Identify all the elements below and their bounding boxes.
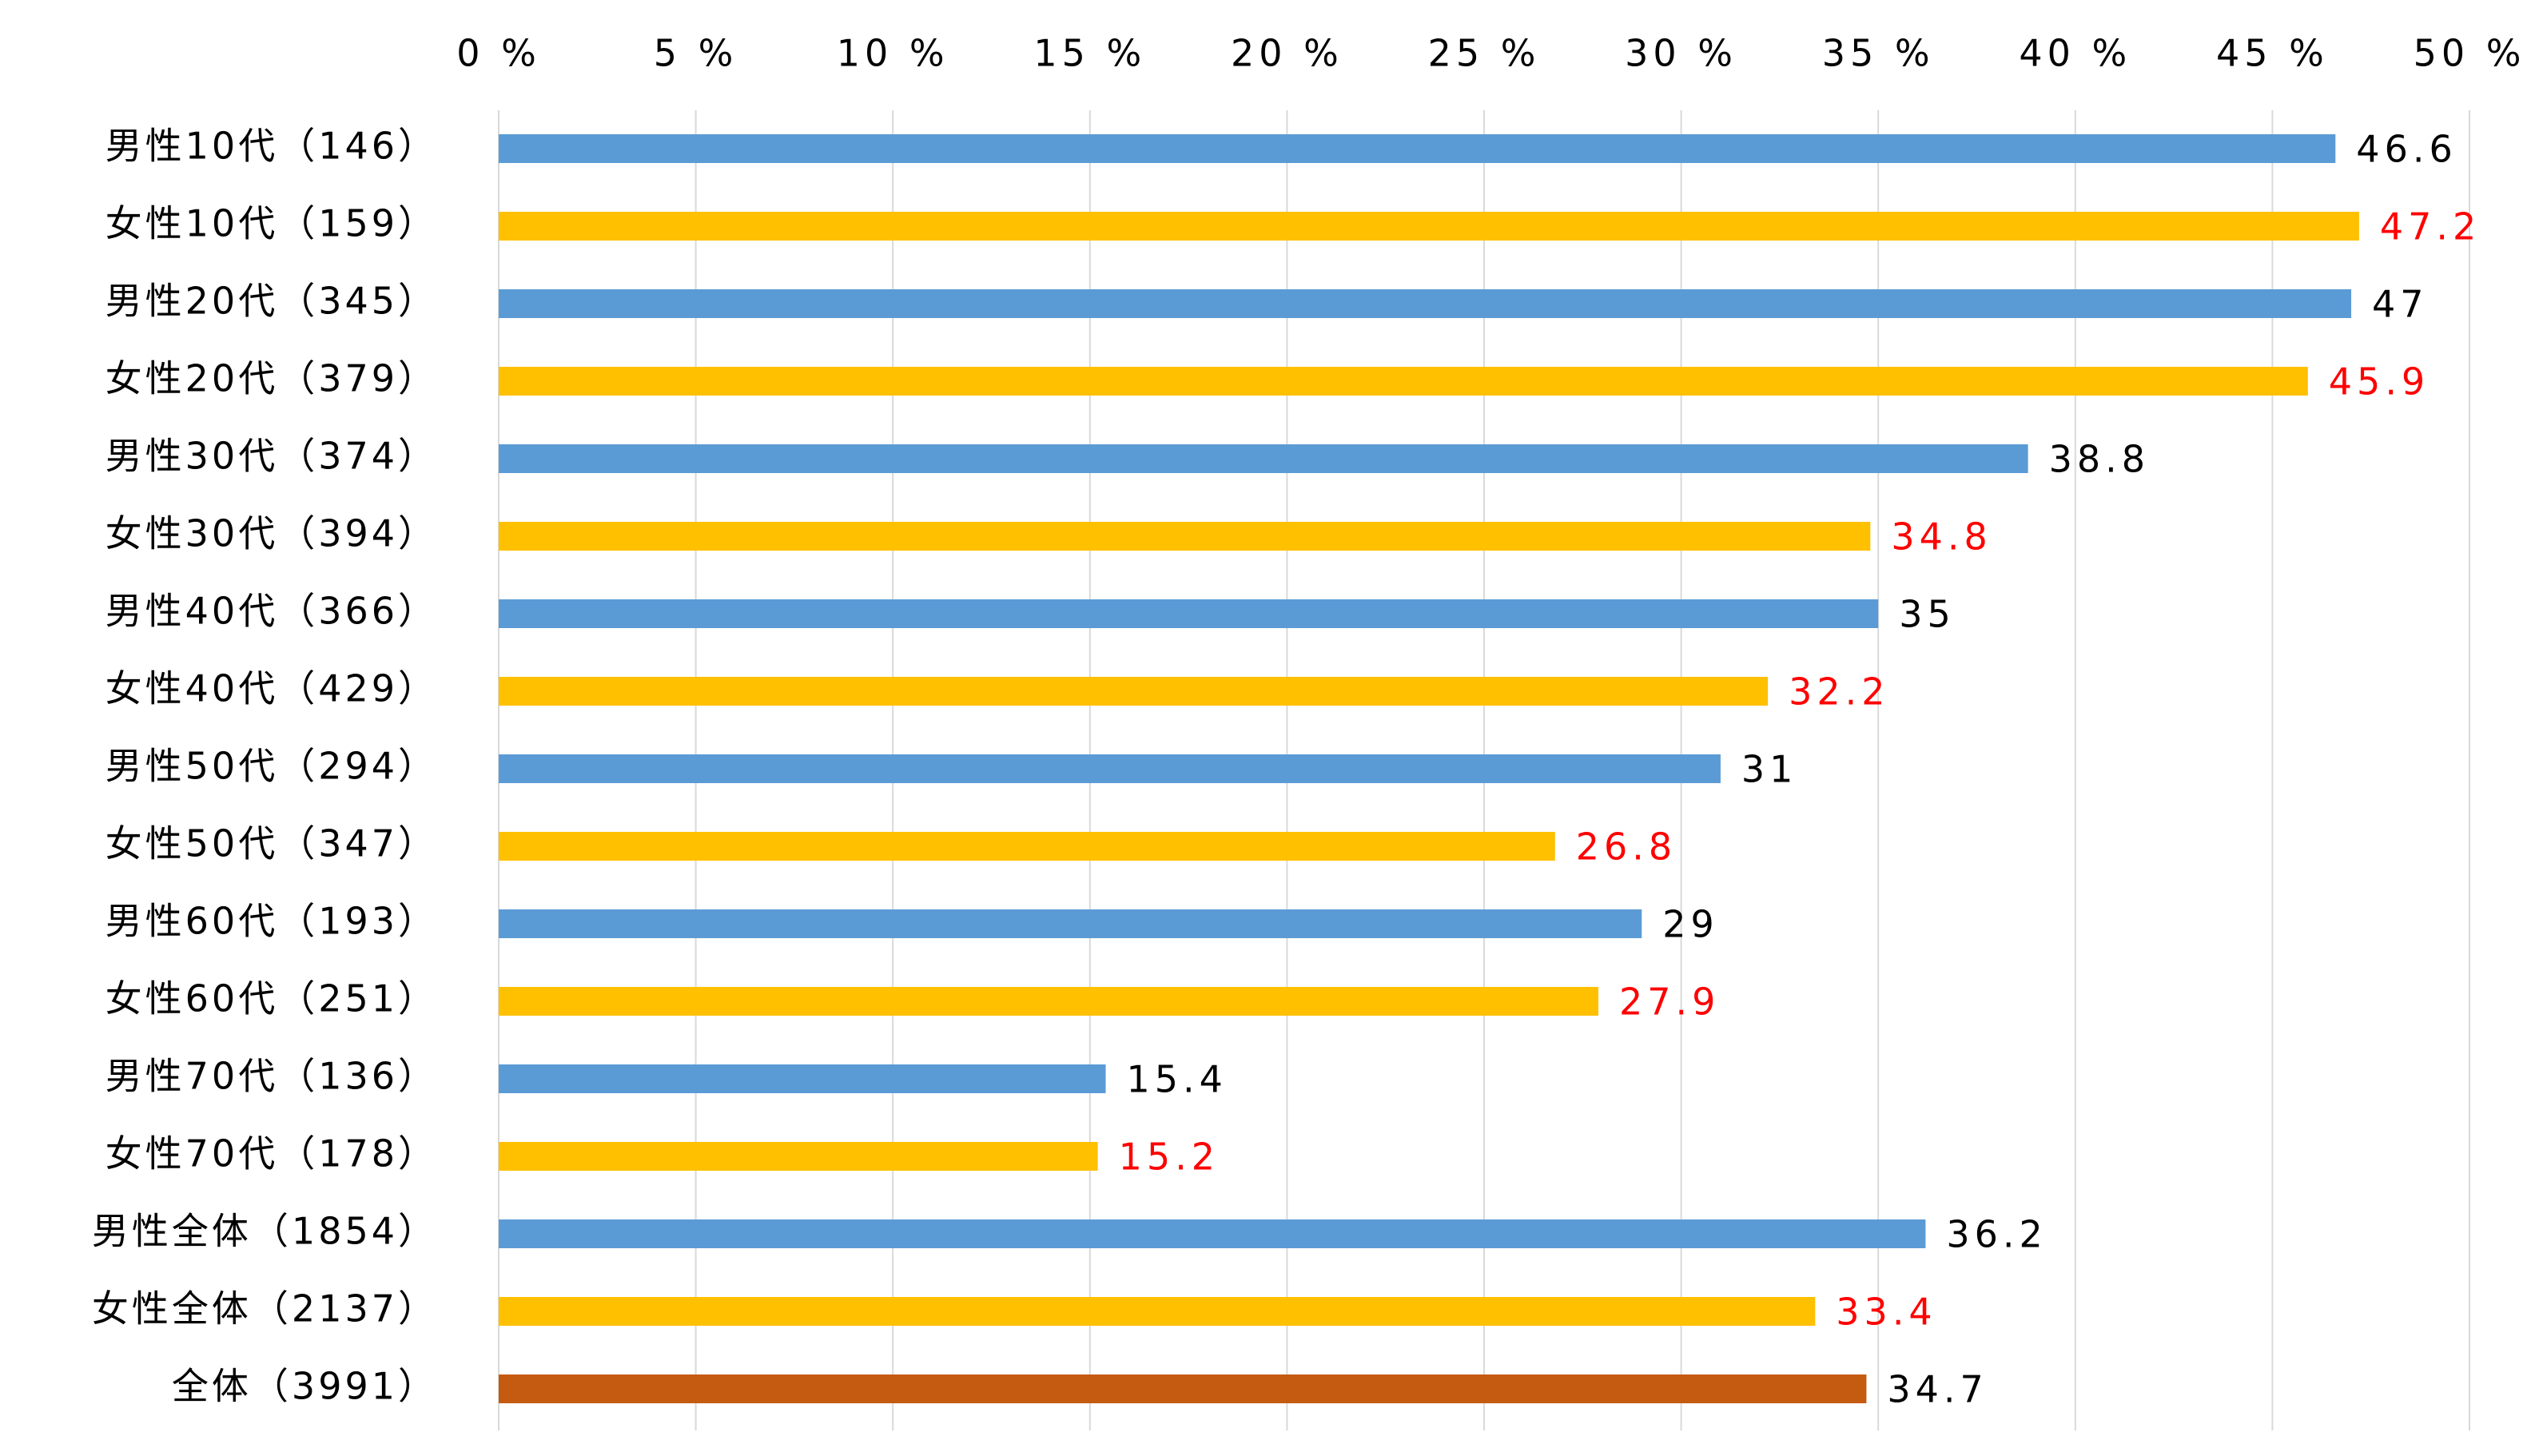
category-label: 女性50代（347） [105,822,438,865]
category-label: 男性全体（1854） [92,1210,438,1253]
data-label: 36.2 [1946,1213,2047,1256]
data-label: 35 [1899,593,1956,636]
category-label: 男性30代（374） [105,435,438,478]
bar-male [499,754,1721,783]
category-labels: 男性10代（146） 女性10代（159） 男性20代（345） 女性20代（379）… [92,125,438,1408]
category-label: 女性70代（178） [105,1132,438,1176]
data-label: 31 [1741,748,1798,791]
category-label: 女性全体（2137） [92,1287,438,1331]
x-tick-label: 30 % [1625,32,1737,75]
bar-male [499,1219,1926,1248]
data-label: 46.6 [2356,128,2457,171]
data-label: 34.8 [1891,515,1992,559]
bar-male [499,134,2336,163]
data-label: 27.9 [1619,981,1720,1024]
category-label: 女性40代（429） [105,667,438,710]
bar-female [499,832,1555,861]
category-label: 全体（3991） [172,1365,438,1408]
bar-female [499,1297,1816,1326]
data-label: 38.8 [2049,438,2150,481]
category-label: 女性20代（379） [105,357,438,400]
bar-male [499,1064,1106,1093]
data-label: 15.2 [1119,1136,1220,1179]
category-label: 男性20代（345） [105,280,438,323]
category-label: 男性70代（136） [105,1055,438,1098]
x-tick-label: 10 % [837,32,949,75]
bar-male [499,909,1642,938]
data-label: 47 [2372,283,2429,326]
x-axis-ticks: 0 % 5 % 10 % 15 % 20 % 25 % 30 % 35 % 40 % 45 % 50… [456,32,2526,75]
category-label: 男性10代（146） [105,125,438,168]
data-label: 45.9 [2329,360,2430,404]
data-label: 26.8 [1576,825,1677,869]
x-tick-label: 50 % [2414,32,2526,75]
x-tick-label: 35 % [1822,32,1935,75]
x-tick-label: 20 % [1231,32,1343,75]
x-tick-label: 40 % [2019,32,2131,75]
bar-female [499,522,1871,551]
data-label: 47.2 [2380,205,2481,249]
bar-female [499,212,2359,241]
bars [499,134,2359,1403]
category-label: 男性60代（193） [105,900,438,943]
bar-female [499,987,1599,1016]
bar-male [499,444,2028,473]
bar-total [499,1374,1867,1403]
category-label: 女性10代（159） [105,202,438,245]
x-tick-label: 0 % [456,32,541,75]
data-label: 15.4 [1127,1058,1228,1101]
bar-female [499,1142,1098,1171]
bar-male [499,289,2352,318]
bar-male [499,599,1879,628]
data-label: 34.7 [1887,1368,1988,1411]
bar-female [499,367,2308,396]
data-label: 32.2 [1789,670,1889,714]
x-tick-label: 5 % [654,32,738,75]
category-label: 男性40代（366） [105,590,438,633]
data-label: 29 [1662,903,1719,946]
bar-female [499,677,1769,706]
x-tick-label: 25 % [1428,32,1541,75]
data-label: 33.4 [1836,1291,1936,1334]
category-label: 男性50代（294） [105,745,438,788]
category-label: 女性30代（394） [105,512,438,555]
category-label: 女性60代（251） [105,977,438,1020]
x-tick-label: 45 % [2216,32,2329,75]
x-tick-label: 15 % [1033,32,1146,75]
